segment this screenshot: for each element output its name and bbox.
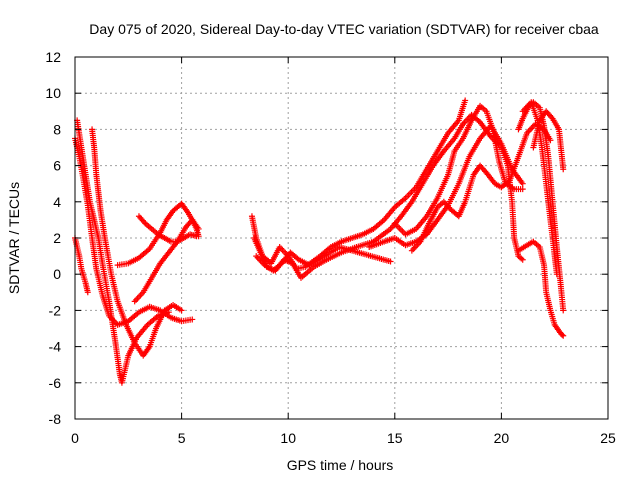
data-point (519, 180, 526, 187)
data-points (72, 97, 567, 386)
series-sat-l (391, 102, 526, 238)
data-point (560, 166, 567, 173)
data-point (189, 316, 196, 323)
data-point (193, 233, 200, 240)
chart-title: Day 075 of 2020, Sidereal Day-to-day VTE… (89, 21, 599, 37)
y-tick-label: 2 (53, 230, 61, 246)
y-tick-label: 8 (53, 121, 61, 137)
y-tick-label: -8 (49, 411, 62, 427)
y-tick-label: 0 (53, 266, 61, 282)
series-sat-m (408, 120, 554, 254)
y-tick-label: 4 (53, 194, 61, 210)
x-tick-label: 25 (600, 430, 616, 446)
series-sat-a (72, 135, 196, 328)
grid-lines (75, 57, 608, 419)
data-point (560, 307, 567, 314)
x-axis-label: GPS time / hours (287, 457, 394, 473)
data-point (559, 331, 566, 338)
axis-ticks: 0 5 10 15 20 25 -8 -6 -4 -2 0 2 4 6 8 10 12 (45, 49, 616, 446)
series-sat-g (131, 216, 202, 305)
data-point (84, 289, 91, 296)
data-point (560, 332, 567, 339)
series-sat-j (253, 244, 394, 274)
data-point (178, 307, 185, 314)
y-tick-label: -4 (49, 339, 62, 355)
data-point (553, 271, 560, 278)
series-sat-n (460, 111, 526, 263)
series-sat-r (530, 108, 567, 173)
y-tick-label: 12 (45, 49, 61, 65)
y-axis-label: SDTVAR / TECUs (6, 182, 22, 294)
series-sat-c (72, 235, 91, 296)
series-sat-h (248, 97, 469, 272)
y-tick-label: -2 (49, 302, 62, 318)
series-sat-d (89, 126, 185, 359)
series-sat-f (135, 213, 200, 245)
x-tick-label: 0 (71, 430, 79, 446)
x-tick-label: 10 (280, 430, 296, 446)
series-sat-b (74, 117, 172, 386)
y-tick-label: 6 (53, 158, 61, 174)
series-sat-p (519, 99, 560, 278)
data-point (519, 256, 526, 263)
data-point (387, 258, 394, 265)
x-tick-label: 15 (387, 430, 403, 446)
x-tick-label: 5 (178, 430, 186, 446)
data-point (195, 225, 202, 232)
data-point (519, 186, 526, 193)
x-tick-label: 20 (494, 430, 510, 446)
y-tick-label: 10 (45, 85, 61, 101)
series-sat-e (114, 200, 202, 269)
series-sat-q (515, 238, 567, 339)
data-point (462, 97, 469, 104)
y-tick-label: -6 (49, 375, 62, 391)
